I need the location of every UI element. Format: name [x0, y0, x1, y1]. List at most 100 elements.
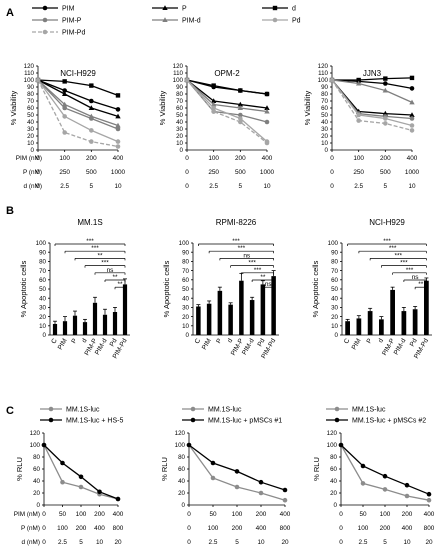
dose-value-a: 200	[235, 155, 246, 162]
dose-value-a: 0	[185, 155, 189, 162]
data-point-mm-1s-luc-pmscs-2	[338, 442, 344, 448]
y-tick-label-c1: 40	[178, 478, 185, 485]
legend-marker-pim-pd	[42, 29, 48, 35]
y-tick-label-a0: 110	[24, 70, 34, 77]
y-tick-label-a1: 60	[176, 105, 183, 112]
significance-label: **	[97, 252, 103, 259]
y-tick-label-b2: 50	[331, 286, 338, 293]
data-point-p	[115, 113, 121, 119]
dose-value-c: 0	[187, 511, 191, 518]
y-tick-label-c0: 20	[33, 490, 40, 497]
significance-label: ***	[248, 260, 256, 267]
data-point-mm-1s-luc	[258, 490, 264, 496]
y-axis-label-b2: % Apoptotic cells	[311, 260, 320, 317]
dose-value-c: 50	[359, 511, 367, 518]
bar-p	[367, 311, 373, 335]
y-axis-label-b0: % Apoptotic cells	[19, 260, 28, 317]
dose-value-a: 0	[36, 183, 40, 190]
dose-value-a: 500	[380, 169, 391, 176]
dose-value-c: 400	[280, 511, 291, 518]
data-point-mm-1s-luc-hs-5	[97, 489, 102, 495]
y-tick-label-c0: 120	[30, 430, 41, 437]
data-point-pim-d	[61, 101, 68, 107]
bar-pd	[412, 309, 418, 335]
bar-pim-d	[249, 300, 255, 335]
series-line-pim-p	[37, 79, 119, 130]
bar-pd	[112, 312, 118, 335]
data-point-pim-pd	[264, 140, 270, 146]
dose-value-c: 200	[380, 525, 391, 532]
y-tick-label-b0: 20	[39, 314, 46, 321]
chart-title-b2: NCI-H929	[369, 218, 405, 227]
y-tick-label-a0: 120	[24, 63, 35, 70]
dose-value-c: 20	[425, 539, 433, 546]
y-tick-label-b0: 60	[39, 277, 46, 284]
y-tick-label-a2: 80	[321, 91, 328, 98]
dose-value-a: 1000	[405, 169, 420, 176]
y-tick-label-a0: 10	[27, 140, 34, 147]
y-tick-label-c0: 0	[37, 502, 41, 509]
dose-value-a: 0	[330, 183, 334, 190]
dose-row-label-c: PIM (nM)	[14, 511, 40, 518]
data-point-p	[61, 91, 68, 96]
x-tick-label-p: P	[70, 337, 79, 345]
data-point-pim-d	[264, 108, 270, 114]
legend-marker-c	[48, 406, 54, 412]
significance-label: ***	[389, 245, 397, 252]
dose-value-a: 1000	[260, 169, 275, 176]
dose-value-a: 500	[235, 169, 246, 176]
y-tick-label-a2: 70	[321, 98, 328, 105]
bar-pim-pd	[271, 276, 276, 335]
y-tick-label-a2: 100	[318, 77, 329, 84]
series-line-pim-pd	[186, 79, 268, 144]
series-line-p	[331, 79, 413, 116]
dose-value-c: 100	[76, 511, 87, 518]
x-tick-label-d: d	[81, 337, 89, 344]
y-tick-label-b2: 20	[331, 314, 338, 321]
y-tick-label-a0: 70	[27, 98, 34, 105]
y-tick-label-c2: 60	[330, 466, 337, 473]
legend-label-p: P	[182, 6, 187, 13]
data-point-d	[383, 76, 388, 81]
data-point-p	[382, 110, 389, 116]
data-point-p	[237, 101, 244, 107]
x-tick-label-pd: Pd	[257, 337, 267, 348]
dose-value-a: 400	[113, 155, 124, 162]
dose-value-a: 10	[114, 183, 122, 190]
y-tick-label-a1: 110	[173, 70, 183, 77]
data-point-pd	[383, 116, 388, 121]
x-tick-label-pim: PIM	[351, 338, 363, 352]
data-point-pim-pd	[184, 77, 190, 83]
y-tick-label-a2: 120	[318, 63, 329, 70]
y-axis-label-a1: % Viability	[158, 91, 167, 126]
y-tick-label-a0: 0	[31, 147, 35, 154]
bar-pim-p	[92, 302, 98, 335]
legend-marker-pim-d	[162, 17, 168, 22]
y-tick-label-b1: 20	[182, 314, 189, 321]
data-point-pim-pd	[409, 128, 415, 133]
x-tick-label-pd: Pd	[409, 337, 419, 348]
dose-value-c: 2.5	[359, 539, 368, 546]
legend-label-c: MM.1S-luc	[66, 407, 100, 414]
data-point-mm-1s-luc-pmscs-2	[426, 491, 432, 497]
dose-value-a: 2.5	[354, 183, 363, 190]
dose-value-a: 0	[330, 169, 334, 176]
y-tick-label-c0: 80	[33, 454, 40, 461]
data-point-d	[115, 93, 121, 98]
dose-value-c: 800	[113, 525, 124, 532]
dose-value-a: 100	[59, 155, 70, 162]
y-tick-label-b1: 10	[182, 323, 189, 330]
significance-label: **	[117, 281, 123, 288]
y-tick-label-b1: 50	[182, 286, 189, 293]
data-point-pim-d	[210, 101, 217, 107]
data-point-d	[89, 83, 94, 88]
significance-label: **	[112, 274, 118, 281]
bar-c	[196, 306, 201, 335]
series-line-pim-p	[186, 79, 268, 123]
series-line-pd	[331, 79, 413, 127]
dose-value-c: 800	[424, 525, 435, 532]
x-tick-label-c: C	[343, 337, 352, 345]
y-tick-label-b1: 60	[182, 277, 189, 284]
data-point-pim-p	[238, 112, 243, 118]
series-line-mm-1s-luc	[43, 444, 119, 500]
